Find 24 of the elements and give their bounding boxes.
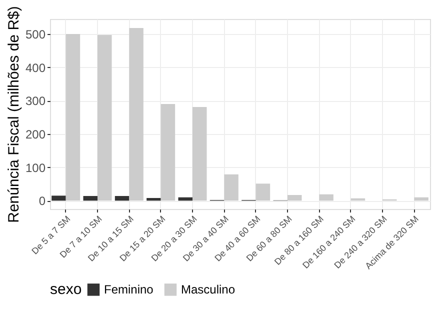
bar (414, 197, 428, 201)
bar (192, 107, 207, 201)
bar (288, 195, 302, 201)
bar (146, 198, 161, 201)
y-tick-label: 200 (25, 128, 46, 142)
y-tick-label: 400 (25, 60, 46, 75)
bar (224, 174, 238, 201)
legend-title: sexo (50, 281, 82, 298)
bar (52, 196, 66, 201)
bar (129, 28, 144, 201)
bar (98, 35, 112, 201)
y-tick-label: 500 (25, 28, 46, 42)
legend-label: Feminino (104, 282, 154, 297)
bar (114, 196, 130, 201)
bar (319, 194, 334, 201)
bar (256, 184, 270, 201)
legend-label: Masculino (181, 282, 236, 297)
y-tick-label: 0 (38, 194, 46, 208)
y-tick-label: 100 (25, 160, 46, 175)
y-axis-title: Renúncia Fiscal (milhões de R$) (5, 6, 22, 223)
bar (83, 196, 98, 201)
y-tick-label: 300 (25, 94, 46, 108)
bar (66, 34, 80, 201)
bar (160, 104, 176, 201)
